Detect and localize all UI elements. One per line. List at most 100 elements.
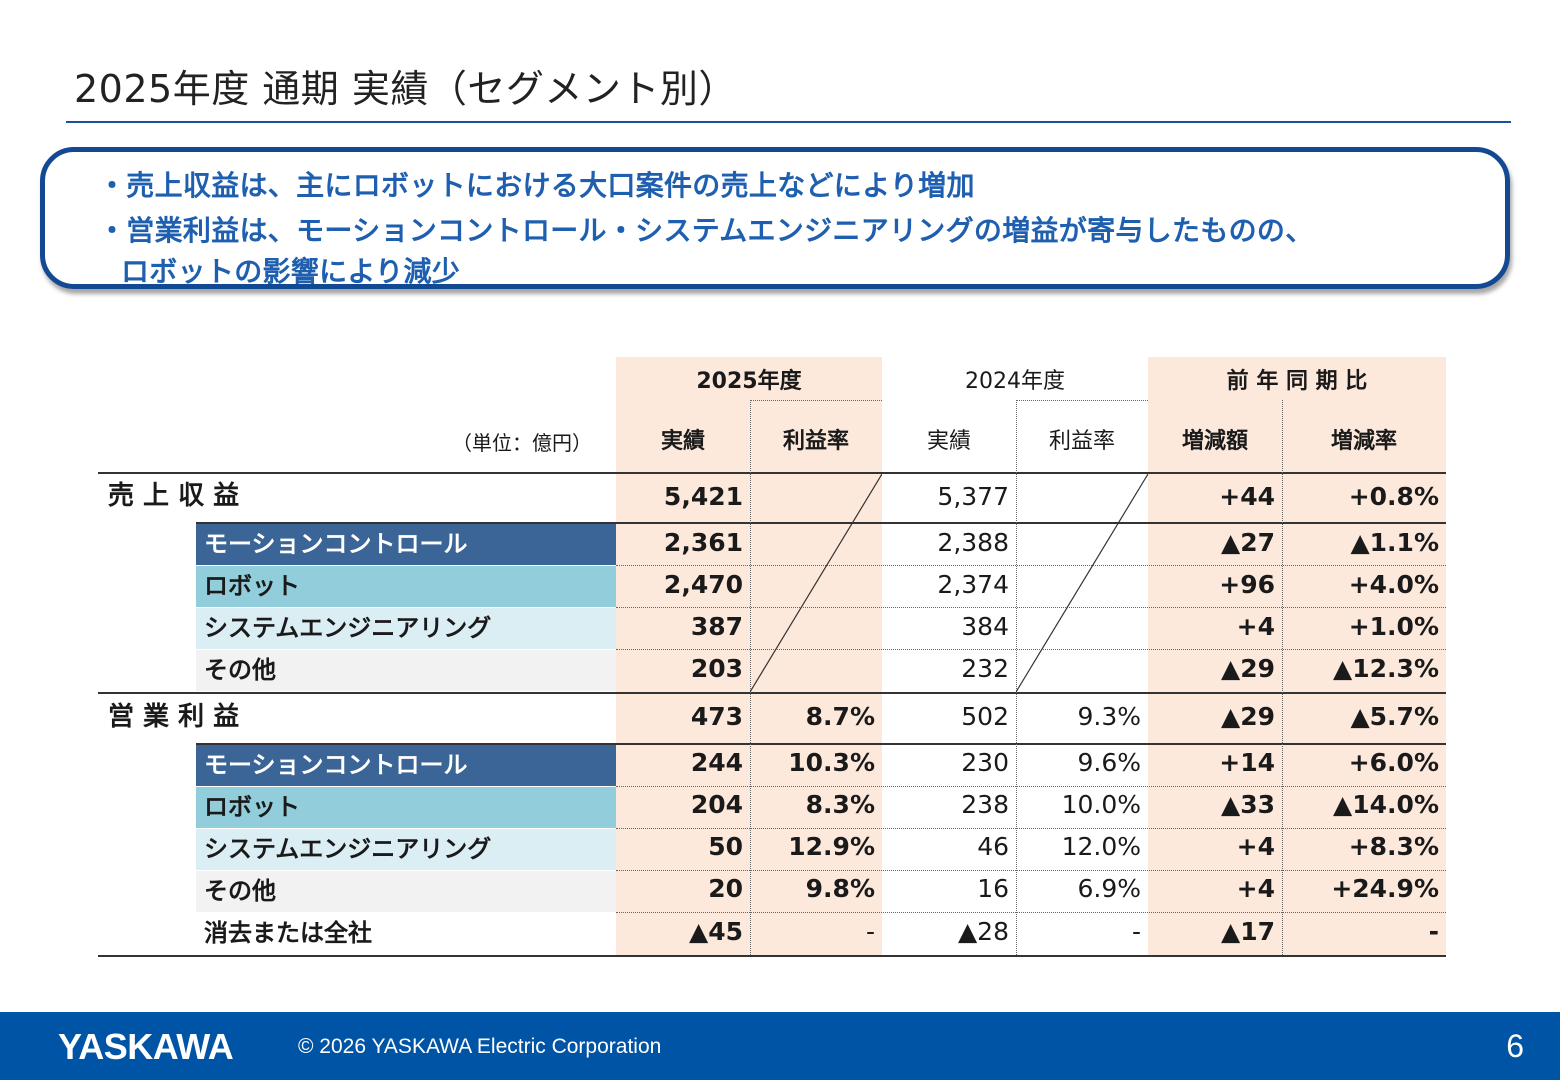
column-divider (1282, 400, 1283, 955)
summary-line-2: ・営業利益は、モーションコントロール・システムエンジニアリングの増益が寄与したも… (98, 214, 1314, 247)
header-change-amount: 増減額 (1181, 429, 1248, 454)
profit-cell: ▲33 (1220, 790, 1275, 819)
profit-cell: 16 (977, 874, 1009, 903)
profit-total-2024: 502 (961, 702, 1009, 731)
revenue-cell: +4.0% (1348, 570, 1439, 599)
header-yoy: 前 年 同 期 比 (1226, 369, 1368, 394)
revenue-cell: ▲29 (1220, 654, 1275, 683)
not-applicable-diagonal (750, 474, 882, 692)
header-change-rate: 増減率 (1330, 429, 1397, 454)
profit-cell: 46 (977, 832, 1009, 861)
segment-label-system: システムエンジニアリング (196, 608, 616, 649)
profit-total-2025: 473 (690, 702, 743, 731)
revenue-cell: +4 (1236, 612, 1275, 641)
profit-cell: +4 (1236, 874, 1275, 903)
profit-cell: +4 (1236, 832, 1275, 861)
table-rule (616, 565, 1446, 566)
segment-label-motion: モーションコントロール (196, 524, 616, 565)
table-rule (616, 786, 1446, 787)
copyright-text: © 2026 YASKAWA Electric Corporation (298, 1035, 662, 1058)
profit-cell: 50 (708, 832, 743, 861)
table-rule (616, 870, 1446, 871)
unit-label: （単位：億円） (452, 431, 592, 455)
revenue-cell: ▲12.3% (1333, 654, 1439, 683)
profit-cell: +24.9% (1331, 874, 1439, 903)
profit-cell: +8.3% (1348, 832, 1439, 861)
profit-cell: ▲17 (1220, 917, 1275, 946)
yoy-column-bg (1148, 357, 1446, 957)
not-applicable-diagonal (1016, 474, 1148, 692)
table-rule (616, 607, 1446, 608)
table-rule (196, 522, 1446, 524)
profit-cell: 244 (690, 748, 743, 777)
header-divider (1016, 400, 1148, 401)
header-2025-actual: 実績 (660, 429, 705, 454)
segment-label-robot: ロボット (196, 787, 616, 828)
table-rule (616, 912, 1446, 913)
header-divider (750, 400, 882, 401)
profit-cell: 20 (708, 874, 743, 903)
revenue-cell: 2,388 (937, 528, 1009, 557)
table-rule (98, 692, 1446, 694)
profit-cell: 8.3% (805, 790, 875, 819)
table-rule (98, 955, 1446, 957)
profit-cell: - (1131, 917, 1141, 946)
profit-cell: 12.9% (788, 832, 875, 861)
summary-line-3: ロボットの影響により減少 (121, 255, 461, 288)
revenue-cell: 2,361 (663, 528, 743, 557)
revenue-cell: 384 (961, 612, 1009, 641)
profit-cell: 10.0% (1061, 790, 1141, 819)
table-rule (196, 743, 1446, 745)
footer-bar: YASKAWA © 2026 YASKAWA Electric Corporat… (0, 1012, 1560, 1080)
summary-box: ・売上収益は、主にロボットにおける大口案件の売上などにより増加 ・営業利益は、モ… (40, 147, 1510, 289)
header-fy2024: 2024年度 (965, 369, 1065, 394)
profit-label: 営 業 利 益 (108, 702, 240, 732)
profit-total-rate: ▲5.7% (1350, 702, 1439, 731)
revenue-cell: 203 (690, 654, 743, 683)
column-divider (750, 400, 751, 955)
profit-cell: +6.0% (1348, 748, 1439, 777)
table-rule (616, 649, 1446, 650)
revenue-total-change: +44 (1219, 482, 1275, 511)
profit-cell: +14 (1219, 748, 1275, 777)
table-rule (616, 828, 1446, 829)
revenue-total-2025: 5,421 (663, 482, 743, 511)
profit-cell: 10.3% (788, 748, 875, 777)
profit-cell: 9.8% (805, 874, 875, 903)
header-2024-margin: 利益率 (1048, 429, 1115, 454)
revenue-total-2024: 5,377 (937, 482, 1009, 511)
revenue-total-rate: +0.8% (1348, 482, 1439, 511)
segment-label-motion: モーションコントロール (196, 745, 616, 786)
revenue-cell: 2,374 (937, 570, 1009, 599)
company-logo: YASKAWA (58, 1026, 234, 1067)
segment-label-robot: ロボット (196, 566, 616, 607)
revenue-label: 売 上 収 益 (108, 481, 240, 511)
revenue-cell: ▲27 (1220, 528, 1275, 557)
profit-total-change: ▲29 (1220, 702, 1275, 731)
profit-total-2024-margin: 9.3% (1077, 702, 1141, 731)
fy2025-column-bg (616, 357, 882, 957)
segment-label-elimination: 消去または全社 (204, 919, 372, 947)
profit-cell: ▲45 (688, 917, 743, 946)
revenue-cell: 232 (961, 654, 1009, 683)
column-divider (1016, 400, 1017, 955)
table-rule (98, 472, 1446, 474)
profit-cell: 204 (690, 790, 743, 819)
profit-cell: - (865, 917, 875, 946)
profit-cell: ▲14.0% (1333, 790, 1439, 819)
revenue-cell: +96 (1219, 570, 1275, 599)
profit-cell: 6.9% (1077, 874, 1141, 903)
profit-cell: 12.0% (1061, 832, 1141, 861)
page-title: 2025年度 通期 実績（セグメント別） (74, 67, 737, 111)
profit-cell: 238 (961, 790, 1009, 819)
revenue-cell: 387 (690, 612, 743, 641)
revenue-cell: +1.0% (1348, 612, 1439, 641)
profit-cell: - (1428, 917, 1439, 946)
profit-total-2025-margin: 8.7% (805, 702, 875, 731)
profit-cell: 9.6% (1077, 748, 1141, 777)
revenue-cell: ▲1.1% (1350, 528, 1439, 557)
page-number: 6 (1506, 1028, 1524, 1064)
profit-cell: 230 (961, 748, 1009, 777)
header-fy2025: 2025年度 (696, 369, 802, 394)
summary-line-1: ・売上収益は、主にロボットにおける大口案件の売上などにより増加 (98, 169, 975, 202)
